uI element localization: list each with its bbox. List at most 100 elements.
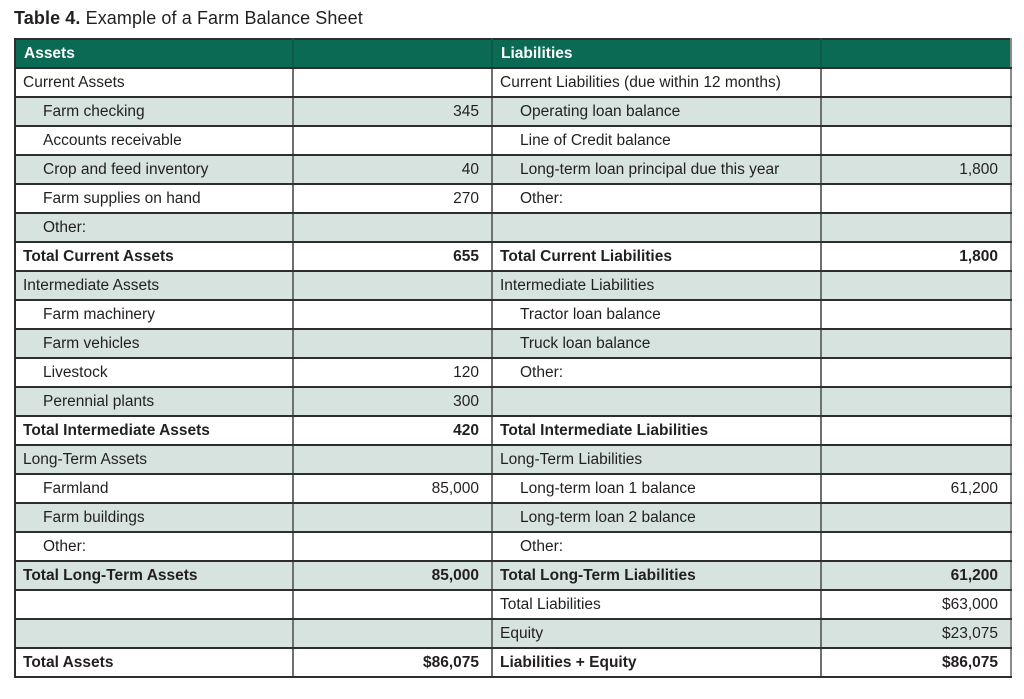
liability-label-cell: Long-Term Liabilities bbox=[491, 444, 822, 475]
liability-value-cell bbox=[820, 531, 1012, 562]
asset-label-cell: Livestock bbox=[14, 357, 294, 388]
liability-label-cell: Liabilities + Equity bbox=[491, 647, 822, 678]
assets-value-column-header bbox=[292, 38, 493, 69]
asset-label-cell: Farm supplies on hand bbox=[14, 183, 294, 214]
liabilities-column-header: Liabilities bbox=[491, 38, 822, 69]
table-row: Perennial plants 300 bbox=[14, 386, 1012, 417]
asset-label-cell: Total Current Assets bbox=[14, 241, 294, 272]
liability-label-cell: Equity bbox=[491, 618, 822, 649]
table-row: Livestock 120 Other: bbox=[14, 357, 1012, 388]
liability-label-cell: Long-term loan principal due this year bbox=[491, 154, 822, 185]
liability-value-cell bbox=[820, 415, 1012, 446]
liability-label-cell: Total Long-Term Liabilities bbox=[491, 560, 822, 591]
liability-label-cell: Long-term loan 1 balance bbox=[491, 473, 822, 504]
liability-label-cell: Intermediate Liabilities bbox=[491, 270, 822, 301]
asset-label-cell: Current Assets bbox=[14, 67, 294, 98]
asset-label-cell: Crop and feed inventory bbox=[14, 154, 294, 185]
liability-label-cell: Long-term loan 2 balance bbox=[491, 502, 822, 533]
liability-value-cell bbox=[820, 502, 1012, 533]
farm-balance-sheet-table: Assets Liabilities Current Assets Current… bbox=[14, 38, 1012, 678]
liability-value-cell bbox=[820, 183, 1012, 214]
liability-value-cell bbox=[820, 328, 1012, 359]
table-caption: Table 4. Example of a Farm Balance Sheet bbox=[14, 8, 363, 29]
table-row: Other: bbox=[14, 212, 1012, 243]
asset-label-cell: Other: bbox=[14, 531, 294, 562]
asset-value-cell: 300 bbox=[292, 386, 493, 417]
liability-value-cell bbox=[820, 270, 1012, 301]
table-row: Farm machinery Tractor loan balance bbox=[14, 299, 1012, 330]
liability-label-cell: Total Current Liabilities bbox=[491, 241, 822, 272]
asset-label-cell: Accounts receivable bbox=[14, 125, 294, 156]
table-row: Current Assets Current Liabilities (due w… bbox=[14, 67, 1012, 98]
table-row: Equity $23,075 bbox=[14, 618, 1012, 649]
liability-value-cell: 61,200 bbox=[820, 473, 1012, 504]
asset-value-cell bbox=[292, 212, 493, 243]
liability-label-cell bbox=[491, 386, 822, 417]
liability-value-cell: $23,075 bbox=[820, 618, 1012, 649]
liability-label-cell bbox=[491, 212, 822, 243]
asset-label-cell: Long-Term Assets bbox=[14, 444, 294, 475]
table-row: Total Liabilities $63,000 bbox=[14, 589, 1012, 620]
liability-value-cell bbox=[820, 357, 1012, 388]
table-row: Crop and feed inventory 40 Long-term loan … bbox=[14, 154, 1012, 185]
asset-value-cell bbox=[292, 589, 493, 620]
liability-value-cell bbox=[820, 67, 1012, 98]
asset-value-cell bbox=[292, 444, 493, 475]
header-row: Assets Liabilities bbox=[14, 38, 1012, 69]
liability-label-cell: Total Intermediate Liabilities bbox=[491, 415, 822, 446]
liability-value-cell bbox=[820, 444, 1012, 475]
liability-value-cell bbox=[820, 96, 1012, 127]
asset-label-cell: Farmland bbox=[14, 473, 294, 504]
asset-value-cell: 85,000 bbox=[292, 560, 493, 591]
liability-label-cell: Operating loan balance bbox=[491, 96, 822, 127]
liability-value-cell: 1,800 bbox=[820, 154, 1012, 185]
liability-label-cell: Total Liabilities bbox=[491, 589, 822, 620]
asset-label-cell: Intermediate Assets bbox=[14, 270, 294, 301]
asset-label-cell: Total Intermediate Assets bbox=[14, 415, 294, 446]
liability-value-cell: 1,800 bbox=[820, 241, 1012, 272]
asset-value-cell bbox=[292, 299, 493, 330]
table-row: Total Long-Term Assets 85,000 Total Long-T… bbox=[14, 560, 1012, 591]
asset-value-cell: 270 bbox=[292, 183, 493, 214]
table-row: Other: Other: bbox=[14, 531, 1012, 562]
table-row: Farm buildings Long-term loan 2 balance bbox=[14, 502, 1012, 533]
liability-label-cell: Truck loan balance bbox=[491, 328, 822, 359]
table-row: Intermediate Assets Intermediate Liabilit… bbox=[14, 270, 1012, 301]
asset-label-cell: Perennial plants bbox=[14, 386, 294, 417]
liability-label-cell: Other: bbox=[491, 183, 822, 214]
asset-value-cell bbox=[292, 328, 493, 359]
table-row: Farm vehicles Truck loan balance bbox=[14, 328, 1012, 359]
liability-value-cell: $86,075 bbox=[820, 647, 1012, 678]
asset-value-cell: $86,075 bbox=[292, 647, 493, 678]
asset-value-cell: 85,000 bbox=[292, 473, 493, 504]
table-row: Total Intermediate Assets 420 Total Interm… bbox=[14, 415, 1012, 446]
asset-value-cell bbox=[292, 125, 493, 156]
table-body: Current Assets Current Liabilities (due w… bbox=[14, 67, 1012, 678]
liability-label-cell: Line of Credit balance bbox=[491, 125, 822, 156]
table-caption-text: Example of a Farm Balance Sheet bbox=[80, 8, 363, 28]
liability-value-cell bbox=[820, 386, 1012, 417]
table-row: Total Current Assets 655 Total Current Lia… bbox=[14, 241, 1012, 272]
table-row: Accounts receivable Line of Credit balanc… bbox=[14, 125, 1012, 156]
asset-value-cell: 420 bbox=[292, 415, 493, 446]
asset-value-cell: 345 bbox=[292, 96, 493, 127]
table-row: Farm supplies on hand 270 Other: bbox=[14, 183, 1012, 214]
liabilities-value-column-header bbox=[820, 38, 1012, 69]
asset-value-cell bbox=[292, 618, 493, 649]
asset-label-cell: Farm checking bbox=[14, 96, 294, 127]
asset-label-cell: Farm vehicles bbox=[14, 328, 294, 359]
asset-label-cell: Total Assets bbox=[14, 647, 294, 678]
table-row: Farm checking 345 Operating loan balance bbox=[14, 96, 1012, 127]
table-row: Long-Term Assets Long-Term Liabilities bbox=[14, 444, 1012, 475]
asset-label-cell: Other: bbox=[14, 212, 294, 243]
liability-value-cell bbox=[820, 299, 1012, 330]
asset-value-cell bbox=[292, 531, 493, 562]
table-row: Total Assets $86,075 Liabilities + Equity $… bbox=[14, 647, 1012, 678]
asset-label-cell: Total Long-Term Assets bbox=[14, 560, 294, 591]
liability-label-cell: Other: bbox=[491, 531, 822, 562]
asset-label-cell bbox=[14, 618, 294, 649]
liability-value-cell bbox=[820, 212, 1012, 243]
liability-label-cell: Current Liabilities (due within 12 month… bbox=[491, 67, 822, 98]
liability-label-cell: Other: bbox=[491, 357, 822, 388]
asset-value-cell: 40 bbox=[292, 154, 493, 185]
